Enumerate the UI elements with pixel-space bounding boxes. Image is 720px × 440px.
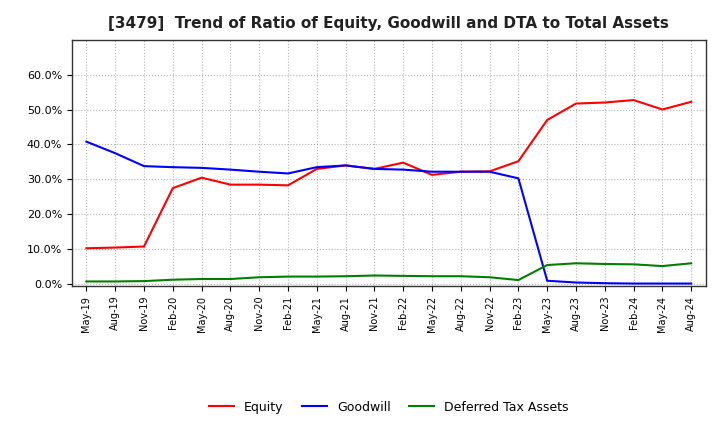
Legend: Equity, Goodwill, Deferred Tax Assets: Equity, Goodwill, Deferred Tax Assets <box>204 396 574 419</box>
Goodwill <box>600 281 609 286</box>
Deferred Tax Assets <box>572 260 580 266</box>
Goodwill <box>197 165 206 171</box>
Deferred Tax Assets <box>168 277 177 282</box>
Equity <box>255 182 264 187</box>
Equity <box>370 166 379 172</box>
Equity <box>485 169 494 174</box>
Goodwill <box>687 281 696 286</box>
Goodwill <box>456 169 465 174</box>
Goodwill <box>572 280 580 285</box>
Deferred Tax Assets <box>456 274 465 279</box>
Goodwill <box>111 150 120 156</box>
Deferred Tax Assets <box>140 279 148 284</box>
Equity <box>687 99 696 104</box>
Goodwill <box>629 281 638 286</box>
Goodwill <box>312 165 321 170</box>
Deferred Tax Assets <box>485 275 494 280</box>
Deferred Tax Assets <box>543 262 552 268</box>
Goodwill <box>255 169 264 174</box>
Line: Equity: Equity <box>86 100 691 248</box>
Goodwill <box>226 167 235 172</box>
Deferred Tax Assets <box>111 279 120 284</box>
Equity <box>140 244 148 249</box>
Equity <box>428 172 436 177</box>
Goodwill <box>140 164 148 169</box>
Goodwill <box>341 163 350 168</box>
Deferred Tax Assets <box>399 273 408 279</box>
Equity <box>543 117 552 123</box>
Equity <box>168 186 177 191</box>
Equity <box>600 100 609 105</box>
Deferred Tax Assets <box>514 277 523 282</box>
Deferred Tax Assets <box>341 274 350 279</box>
Equity <box>284 183 292 188</box>
Deferred Tax Assets <box>82 279 91 284</box>
Deferred Tax Assets <box>428 274 436 279</box>
Deferred Tax Assets <box>226 276 235 282</box>
Equity <box>658 107 667 112</box>
Equity <box>111 245 120 250</box>
Equity <box>312 166 321 172</box>
Equity <box>456 169 465 174</box>
Goodwill <box>428 169 436 174</box>
Deferred Tax Assets <box>284 274 292 279</box>
Goodwill <box>485 169 494 174</box>
Goodwill <box>168 165 177 170</box>
Title: [3479]  Trend of Ratio of Equity, Goodwill and DTA to Total Assets: [3479] Trend of Ratio of Equity, Goodwil… <box>109 16 669 32</box>
Goodwill <box>284 171 292 176</box>
Goodwill <box>514 176 523 181</box>
Equity <box>82 246 91 251</box>
Line: Goodwill: Goodwill <box>86 142 691 283</box>
Deferred Tax Assets <box>370 273 379 278</box>
Equity <box>197 175 206 180</box>
Equity <box>572 101 580 106</box>
Deferred Tax Assets <box>600 261 609 267</box>
Goodwill <box>82 139 91 144</box>
Deferred Tax Assets <box>629 262 638 267</box>
Equity <box>514 158 523 164</box>
Goodwill <box>399 167 408 172</box>
Goodwill <box>543 278 552 283</box>
Deferred Tax Assets <box>687 260 696 266</box>
Goodwill <box>658 281 667 286</box>
Deferred Tax Assets <box>658 264 667 269</box>
Goodwill <box>370 166 379 172</box>
Equity <box>399 160 408 165</box>
Deferred Tax Assets <box>255 275 264 280</box>
Deferred Tax Assets <box>312 274 321 279</box>
Line: Deferred Tax Assets: Deferred Tax Assets <box>86 263 691 282</box>
Deferred Tax Assets <box>197 276 206 282</box>
Equity <box>341 163 350 168</box>
Equity <box>629 97 638 103</box>
Equity <box>226 182 235 187</box>
